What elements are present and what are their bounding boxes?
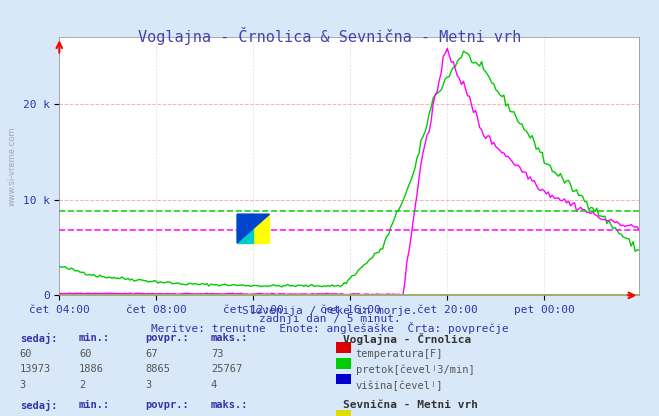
Text: Voglajna - Črnolica & Sevnična - Metni vrh: Voglajna - Črnolica & Sevnična - Metni v…: [138, 27, 521, 45]
Text: Voglajna - Črnolica: Voglajna - Črnolica: [343, 333, 471, 345]
Bar: [237, 214, 270, 243]
Text: min.:: min.:: [79, 333, 110, 343]
Text: zadnji dan / 5 minut.: zadnji dan / 5 minut.: [258, 314, 401, 324]
Text: povpr.:: povpr.:: [145, 333, 188, 343]
Bar: [237, 214, 253, 243]
Text: 3: 3: [20, 380, 26, 390]
Text: 4: 4: [211, 380, 217, 390]
Text: 1886: 1886: [79, 364, 104, 374]
Text: višina[čevelʲ]: višina[čevelʲ]: [356, 380, 444, 391]
Text: www.si-vreme.com: www.si-vreme.com: [8, 126, 17, 206]
Text: Sevnična - Metni vrh: Sevnična - Metni vrh: [343, 400, 478, 410]
Text: maks.:: maks.:: [211, 400, 248, 410]
Text: 3: 3: [145, 380, 151, 390]
Text: 2: 2: [79, 380, 85, 390]
Text: 8865: 8865: [145, 364, 170, 374]
Text: pretok[čevelʲ3/min]: pretok[čevelʲ3/min]: [356, 364, 474, 375]
Text: 60: 60: [79, 349, 92, 359]
Text: 13973: 13973: [20, 364, 51, 374]
Text: sedaj:: sedaj:: [20, 333, 57, 344]
Text: min.:: min.:: [79, 400, 110, 410]
Text: 60: 60: [20, 349, 32, 359]
Text: sedaj:: sedaj:: [20, 400, 57, 411]
Text: 73: 73: [211, 349, 223, 359]
Polygon shape: [237, 214, 270, 243]
Text: 25767: 25767: [211, 364, 242, 374]
Text: Meritve: trenutne  Enote: anglešaške  Črta: povprečje: Meritve: trenutne Enote: anglešaške Črta…: [151, 322, 508, 334]
Text: povpr.:: povpr.:: [145, 400, 188, 410]
Text: 67: 67: [145, 349, 158, 359]
Text: temperatura[F]: temperatura[F]: [356, 349, 444, 359]
Text: Slovenija / reke in morje.: Slovenija / reke in morje.: [242, 306, 417, 316]
Text: maks.:: maks.:: [211, 333, 248, 343]
